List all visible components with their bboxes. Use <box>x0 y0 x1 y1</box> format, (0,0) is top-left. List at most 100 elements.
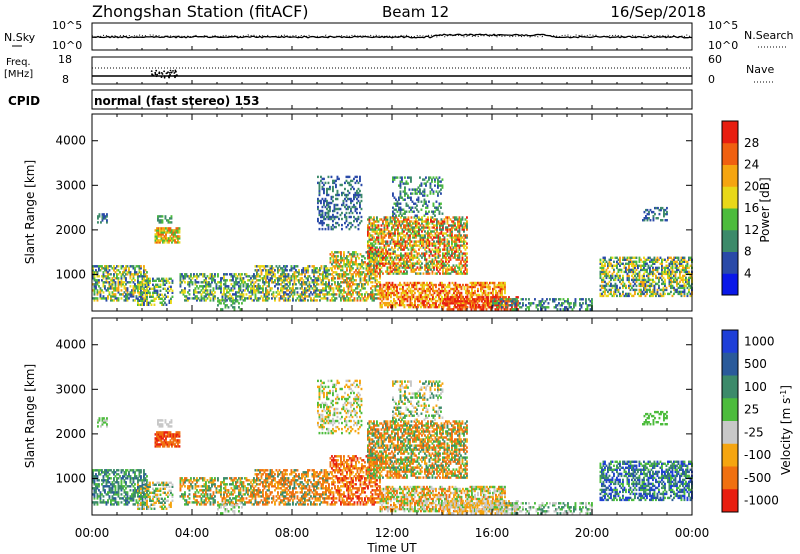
power-cell <box>253 273 255 276</box>
power-cell <box>356 207 358 211</box>
power-cell <box>132 291 135 294</box>
power-cell <box>101 219 104 222</box>
power-cell <box>250 291 252 294</box>
power-cell <box>321 209 324 213</box>
power-cell <box>132 281 135 284</box>
power-cell <box>250 289 252 292</box>
power-cell <box>340 285 342 288</box>
power-cell <box>427 216 429 219</box>
power-cell <box>209 277 212 280</box>
power-cell <box>377 297 380 300</box>
power-cell <box>143 277 145 281</box>
power-cell <box>330 175 333 179</box>
power-cell <box>122 281 124 284</box>
power-cell <box>131 279 133 282</box>
power-cell <box>111 281 114 284</box>
power-cell <box>414 291 416 295</box>
power-cell <box>155 291 157 295</box>
power-cell <box>194 289 197 292</box>
power-cell <box>117 287 120 290</box>
power-cell <box>105 289 108 292</box>
power-cell <box>174 233 176 236</box>
power-cell <box>308 281 311 284</box>
nave-point <box>169 69 172 72</box>
power-cell <box>120 279 123 282</box>
power-cell <box>137 285 139 289</box>
power-cell <box>361 293 363 296</box>
power-cell <box>162 279 165 283</box>
power-cell <box>184 277 186 280</box>
power-cell <box>160 237 163 240</box>
nave-point <box>160 72 163 74</box>
power-cell <box>132 273 135 276</box>
power-cell <box>156 237 158 240</box>
power-cell <box>110 295 112 298</box>
power-cell <box>159 297 162 301</box>
power-cell <box>235 273 237 276</box>
power-cell <box>332 219 334 223</box>
power-cell <box>167 221 170 224</box>
power-cell <box>101 217 104 220</box>
power-cell <box>113 281 115 284</box>
power-cell <box>194 295 197 298</box>
power-cell <box>105 277 108 280</box>
power-cell <box>435 283 437 287</box>
power-cell <box>93 297 96 300</box>
power-cell <box>156 285 159 289</box>
power-cell <box>141 291 144 295</box>
power-cell <box>134 283 136 286</box>
power-cell <box>111 287 114 290</box>
power-cell <box>117 289 120 292</box>
power-cell <box>146 271 148 274</box>
power-cell <box>157 233 160 236</box>
power-cell <box>97 221 99 224</box>
power-cell <box>165 279 168 283</box>
power-cell <box>504 281 506 285</box>
power-cell <box>131 289 133 292</box>
power-cell <box>98 285 100 288</box>
power-cell <box>386 216 389 219</box>
power-cell <box>466 234 468 237</box>
power-cell <box>188 277 191 280</box>
nave-point <box>168 75 170 78</box>
power-cell <box>164 297 166 301</box>
power-cell <box>438 176 441 179</box>
power-cell <box>420 182 423 185</box>
power-cell <box>92 275 94 278</box>
nave-point <box>154 73 157 76</box>
power-cell <box>209 283 212 286</box>
power-cell <box>156 277 159 281</box>
power-cell <box>338 177 340 181</box>
power-cell <box>152 291 154 295</box>
power-cell <box>129 291 132 294</box>
power-cell <box>161 215 164 218</box>
power-cell <box>182 279 185 282</box>
power-cell <box>138 299 141 303</box>
power-cell <box>175 229 178 232</box>
power-cell <box>359 211 361 215</box>
power-cell <box>144 295 147 299</box>
power-cell <box>158 293 160 297</box>
power-cell <box>546 298 548 301</box>
power-cell <box>102 285 105 288</box>
freq-panel: Freq. [MHz] 18 8 60 0 Nave <box>4 53 774 109</box>
power-cell <box>203 285 206 288</box>
power-cell <box>226 285 228 288</box>
power-cell <box>177 229 179 232</box>
power-cell <box>522 302 524 305</box>
power-cell <box>241 293 243 296</box>
power-cell <box>242 285 245 288</box>
power-cell <box>200 299 203 302</box>
power-cell <box>356 219 358 223</box>
power-cell <box>126 297 129 300</box>
power-cell <box>159 289 162 293</box>
power-cell <box>140 271 142 274</box>
power-cell <box>209 273 212 276</box>
power-cell <box>193 273 195 276</box>
nave-point <box>173 75 176 77</box>
power-cell <box>159 231 161 234</box>
nave-point <box>158 72 161 75</box>
power-cell <box>570 302 572 305</box>
power-cell <box>140 281 142 284</box>
power-cell <box>92 265 94 268</box>
